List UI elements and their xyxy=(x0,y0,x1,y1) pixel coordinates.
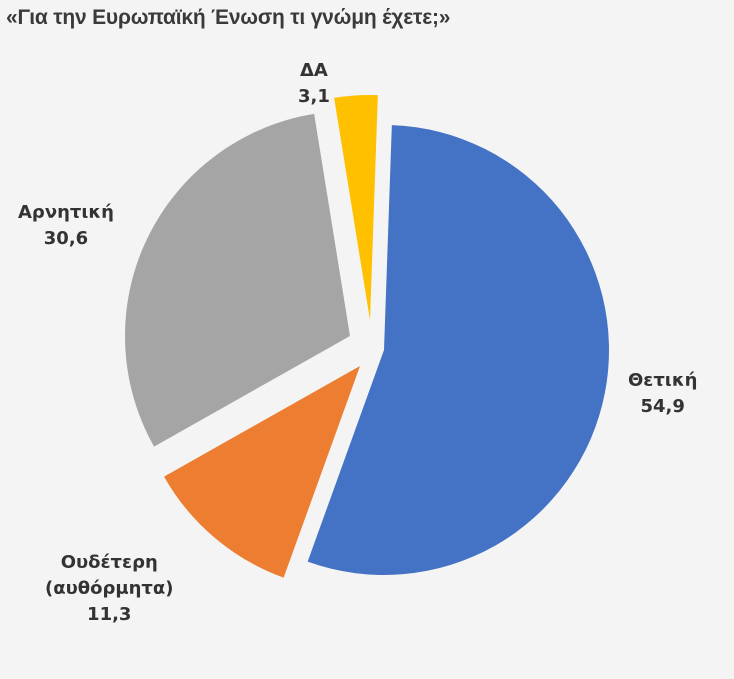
label-dk: ΔΑ 3,1 xyxy=(298,58,330,110)
label-neutral-sub: (αυθόρμητα) xyxy=(45,578,174,599)
label-dk-value: 3,1 xyxy=(298,86,330,107)
label-negative-name: Αρνητική xyxy=(18,202,114,223)
label-dk-name: ΔΑ xyxy=(300,60,328,81)
label-neutral-name: Ουδέτερη xyxy=(60,552,158,573)
slice-neutral xyxy=(164,366,360,578)
label-negative-value: 30,6 xyxy=(43,228,89,249)
label-positive-name: Θετική xyxy=(628,370,698,391)
label-positive: Θετική 54,9 xyxy=(628,368,697,420)
label-negative: Αρνητική 30,6 xyxy=(18,200,114,252)
chart-title: «Για την Ευρωπαϊκή Ένωση τι γνώμη έχετε;… xyxy=(6,6,451,29)
label-neutral-value: 11,3 xyxy=(87,604,132,625)
label-neutral: Ουδέτερη (αυθόρμητα) 11,3 xyxy=(45,550,174,628)
label-positive-value: 54,9 xyxy=(640,396,685,417)
slice-negative xyxy=(125,113,350,447)
slice-positive xyxy=(307,125,610,576)
slice-dk xyxy=(334,95,378,320)
